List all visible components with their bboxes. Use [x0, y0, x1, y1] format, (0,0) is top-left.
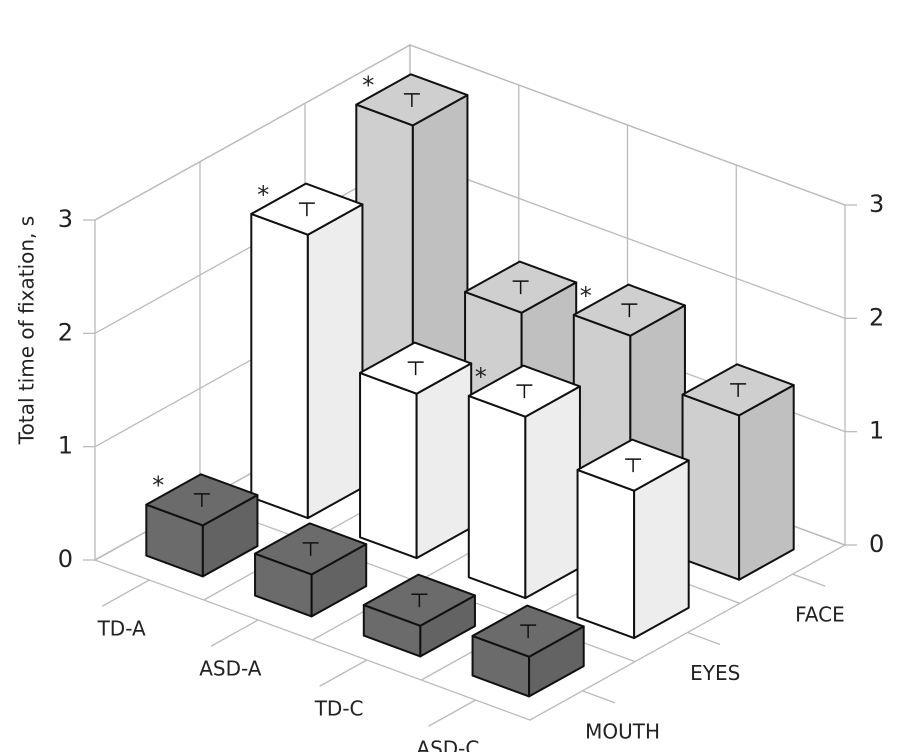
error-bar — [193, 493, 210, 507]
annotation: * — [152, 472, 164, 500]
category-tick — [428, 699, 476, 727]
annotation: * — [257, 181, 269, 209]
error-bar — [621, 303, 638, 318]
error-bar — [520, 624, 537, 639]
bar-side-shade — [529, 626, 584, 697]
bar-front — [681, 393, 741, 581]
bar-side-shade — [416, 363, 472, 559]
bar-side-shade — [525, 386, 580, 599]
bar-front — [576, 468, 636, 640]
y-axis-label: Total time of fixation, s — [15, 216, 39, 445]
bar-side-shade — [634, 460, 689, 639]
grid-line — [94, 44, 846, 221]
x-tick-label: TD-A — [97, 617, 146, 641]
y2-tick-label: 3 — [869, 190, 884, 218]
bar-side-shade — [311, 544, 367, 617]
x-tick-label: ASD-A — [199, 657, 262, 681]
error-bar — [302, 542, 319, 556]
category-tick — [101, 579, 150, 607]
error-bar — [625, 458, 642, 473]
y2-tick-label: 2 — [869, 303, 884, 331]
bar-side-shade — [202, 495, 258, 577]
error-bar — [407, 361, 424, 376]
error-bar — [298, 202, 315, 217]
y-tick-label: 0 — [58, 545, 73, 573]
error-bar — [403, 93, 420, 107]
annotation: * — [580, 282, 592, 310]
bar-front — [359, 371, 418, 560]
y-tick-label: 3 — [58, 205, 73, 233]
legend-label: FACE — [795, 603, 845, 627]
bar-side-shade — [420, 595, 475, 657]
series-tick — [582, 690, 616, 704]
annotation: * — [475, 363, 487, 391]
category-tick — [319, 659, 368, 687]
y2-tick-label: 0 — [869, 530, 884, 558]
bar-front — [467, 394, 527, 600]
series-tick — [792, 573, 826, 587]
bar-front — [250, 212, 309, 520]
bar-side-shade — [739, 385, 794, 580]
series-tick — [687, 631, 721, 646]
y-tick-label: 2 — [58, 318, 73, 346]
error-bar — [516, 384, 533, 399]
y-tick-label: 1 — [58, 432, 73, 460]
legend-label: MOUTH — [585, 719, 660, 743]
category-tick — [210, 619, 259, 647]
error-bar — [411, 593, 428, 608]
x-tick-label: TD-C — [314, 697, 364, 721]
y2-tick-label: 1 — [869, 417, 884, 445]
annotation: * — [362, 72, 374, 100]
legend-label: EYES — [690, 661, 740, 685]
bar-side-shade — [307, 204, 363, 519]
error-bar — [512, 280, 529, 295]
x-tick-label: ASD-C — [416, 737, 479, 752]
error-bar — [730, 383, 747, 397]
